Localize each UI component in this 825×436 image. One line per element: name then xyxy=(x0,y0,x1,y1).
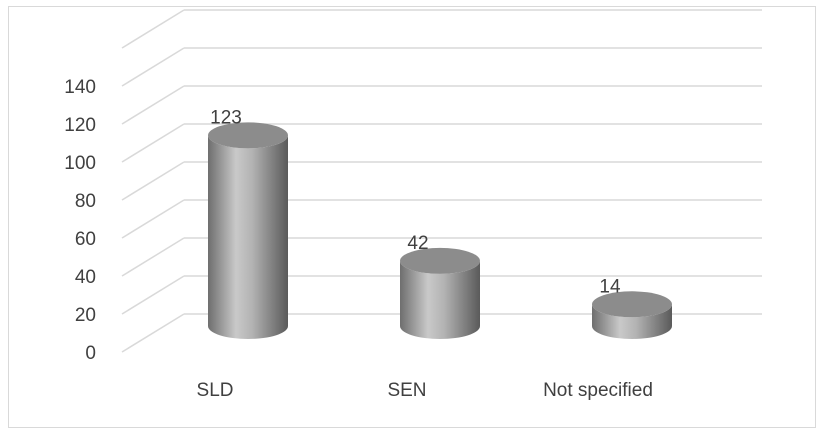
gridline-side xyxy=(121,275,185,315)
gridline-side xyxy=(121,237,185,277)
gridline-side xyxy=(121,47,185,87)
y-tick-label: 140 xyxy=(64,77,96,98)
y-tick-label: 120 xyxy=(64,115,96,136)
data-label: 123 xyxy=(210,107,242,128)
bar-sen: 42 xyxy=(400,233,480,339)
gridline-side xyxy=(121,9,185,49)
x-axis-categories: SLD SEN Not specified xyxy=(197,380,653,401)
bar-top xyxy=(592,291,672,318)
y-tick-label: 100 xyxy=(64,153,96,174)
gridline-side xyxy=(121,199,185,239)
y-tick-label: 80 xyxy=(75,191,96,212)
gridline-side xyxy=(121,161,185,201)
bars: 123 42 14 xyxy=(208,107,672,339)
y-tick-label: 40 xyxy=(75,267,96,288)
y-tick-label: 0 xyxy=(85,343,96,364)
bar-top xyxy=(208,122,288,149)
bar-not-specified: 14 xyxy=(592,276,672,339)
x-category-label: Not specified xyxy=(543,380,653,401)
x-category-label: SEN xyxy=(387,380,426,401)
bar-top xyxy=(400,247,480,274)
data-label: 14 xyxy=(599,276,621,297)
data-label: 42 xyxy=(407,233,428,254)
bar-body xyxy=(592,304,672,339)
gridline-side xyxy=(121,85,185,125)
chart-frame xyxy=(8,6,816,428)
bar-body xyxy=(400,260,480,339)
gridline-side xyxy=(121,123,185,163)
x-category-label: SLD xyxy=(197,380,234,401)
bar-sld: 123 xyxy=(208,107,288,339)
y-axis-ticks: 0 20 40 60 80 100 120 140 xyxy=(64,77,96,364)
bar-body xyxy=(208,135,288,339)
gridline-side xyxy=(121,313,185,353)
y-tick-label: 60 xyxy=(75,229,96,250)
y-tick-label: 20 xyxy=(75,305,96,326)
